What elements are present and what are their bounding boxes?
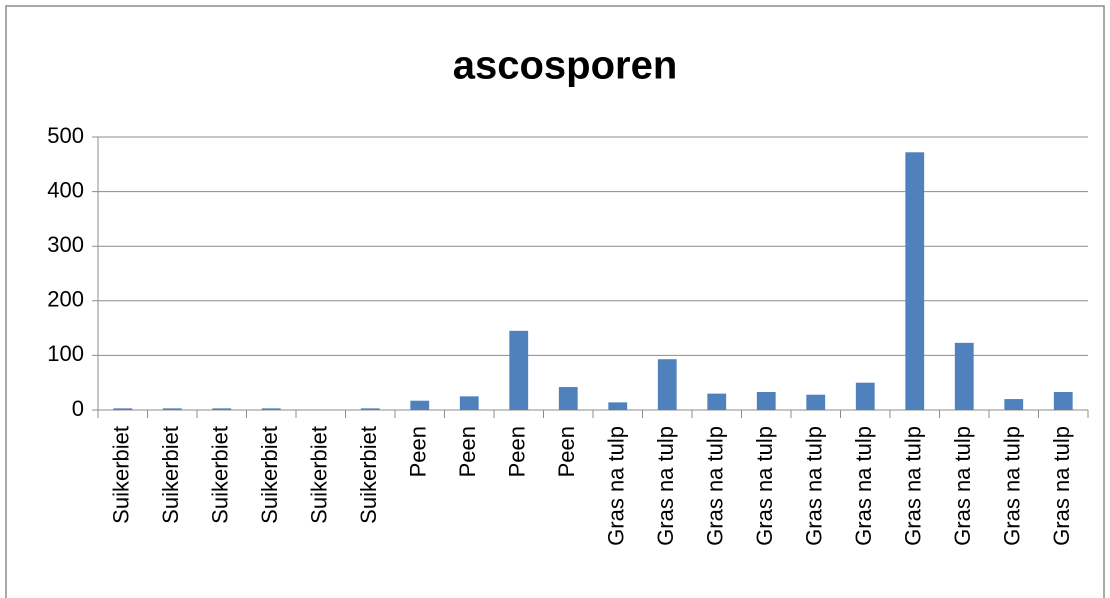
x-tick-label: Gras na tulp xyxy=(703,426,728,546)
x-tick-label: Gras na tulp xyxy=(1049,426,1074,546)
bar xyxy=(459,396,479,410)
bar xyxy=(212,408,232,410)
bar xyxy=(756,391,776,410)
x-tick-label: Peen xyxy=(554,426,579,477)
x-tick-label: Peen xyxy=(455,426,480,477)
y-tick-label: 300 xyxy=(47,232,84,257)
bar xyxy=(806,394,826,410)
x-tick-label: Gras na tulp xyxy=(653,426,678,546)
x-tick-label: Gras na tulp xyxy=(1000,426,1025,546)
x-tick-label: Gras na tulp xyxy=(901,426,926,546)
bar xyxy=(855,382,875,410)
bar xyxy=(113,408,133,410)
x-tick-label: Gras na tulp xyxy=(950,426,975,546)
x-tick-label: Suikerbiet xyxy=(158,426,183,524)
x-tick-label: Suikerbiet xyxy=(257,426,282,524)
bar xyxy=(558,387,578,410)
chart-title: ascosporen xyxy=(453,44,678,88)
x-tick-label: Gras na tulp xyxy=(851,426,876,546)
x-tick-label: Suikerbiet xyxy=(109,426,134,524)
bar xyxy=(261,408,281,410)
bar xyxy=(905,152,925,410)
bar xyxy=(657,359,677,410)
x-tick-label: Peen xyxy=(406,426,431,477)
y-tick-label: 100 xyxy=(47,341,84,366)
x-tick-label: Gras na tulp xyxy=(802,426,827,546)
y-tick-label: 500 xyxy=(47,123,84,148)
bar xyxy=(360,408,380,410)
x-tick-label: Gras na tulp xyxy=(604,426,629,546)
x-tick-label: Suikerbiet xyxy=(208,426,233,524)
bar xyxy=(509,330,529,410)
y-tick-label: 0 xyxy=(72,396,84,421)
x-tick-label: Gras na tulp xyxy=(752,426,777,546)
bar xyxy=(707,393,727,410)
x-tick-label: Suikerbiet xyxy=(307,426,332,524)
y-tick-label: 400 xyxy=(47,177,84,202)
bar xyxy=(954,342,974,410)
bar xyxy=(608,402,628,410)
x-tick-label: Suikerbiet xyxy=(356,426,381,524)
bar xyxy=(1053,391,1073,410)
x-tick-label: Peen xyxy=(505,426,530,477)
y-tick-label: 200 xyxy=(47,287,84,312)
bar xyxy=(162,408,182,410)
bar xyxy=(1004,399,1024,410)
bar xyxy=(410,400,430,410)
